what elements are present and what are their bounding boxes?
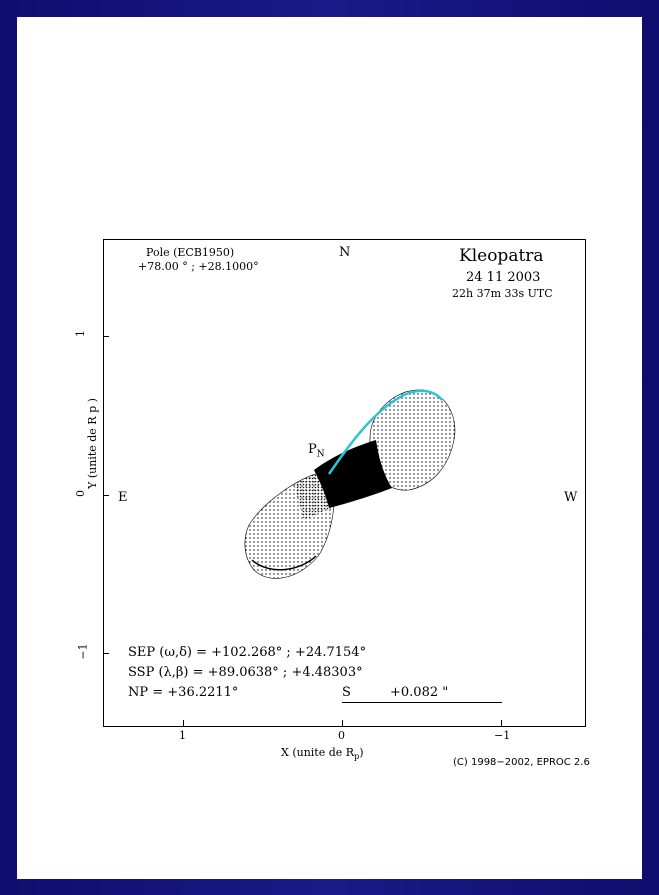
pole-marker-letter: P [308, 442, 317, 457]
west-label: W [564, 490, 578, 505]
y-tick-label-1: 1 [74, 330, 87, 337]
y-tick-mid [103, 495, 109, 496]
x-tick-label-neg1: −1 [494, 729, 511, 742]
x-tick-left [183, 720, 184, 726]
x-axis-label-sub: p [354, 752, 360, 762]
x-axis-label: X (unite de Rp) [281, 746, 364, 761]
limb-highlight [327, 389, 443, 475]
north-label: N [339, 245, 351, 260]
x-tick-right [501, 720, 502, 726]
pole-label: Pole (ECB1950) [146, 246, 235, 259]
plot-title: Kleopatra [459, 246, 544, 266]
scale-bar [342, 702, 502, 703]
credit-text: (C) 1998−2002, EPROC 2.6 [453, 757, 590, 768]
scale-value: +0.082 " [390, 685, 449, 700]
ssp-line: SSP (λ,β) = +89.0638° ; +4.48303° [128, 665, 363, 680]
neck-shade [294, 450, 389, 520]
asteroid-shape [244, 389, 456, 579]
sep-line: SEP (ω,δ) = +102.268° ; +24.7154° [128, 645, 367, 660]
x-axis-label-close: ) [359, 746, 364, 759]
y-tick-top [103, 336, 109, 337]
x-tick-label-0: 0 [338, 729, 345, 742]
y-axis-label: Y (unite de R p ) [85, 398, 99, 489]
pole-marker: PN [308, 442, 325, 460]
np-line: NP = +36.2211° [128, 685, 239, 700]
y-tick-label-0: 0 [74, 490, 87, 497]
east-label: E [118, 490, 128, 505]
x-axis-label-text: X (unite de R [281, 746, 355, 759]
y-tick-label-neg1: −1 [76, 643, 90, 660]
x-tick-mid [342, 720, 343, 726]
pole-marker-sub: N [316, 449, 325, 460]
y-tick-bot [103, 653, 109, 654]
pole-values: +78.00 ° ; +28.1000° [138, 260, 259, 273]
scale-label: S [342, 685, 351, 700]
plot-frame: Pole (ECB1950) +78.00 ° ; +28.1000° Kleo… [103, 239, 586, 727]
plot-date: 24 11 2003 [466, 270, 541, 285]
x-tick-label-1: 1 [179, 729, 186, 742]
slide: Pole (ECB1950) +78.00 ° ; +28.1000° Kleo… [17, 17, 642, 879]
plot-time: 22h 37m 33s UTC [452, 287, 553, 300]
